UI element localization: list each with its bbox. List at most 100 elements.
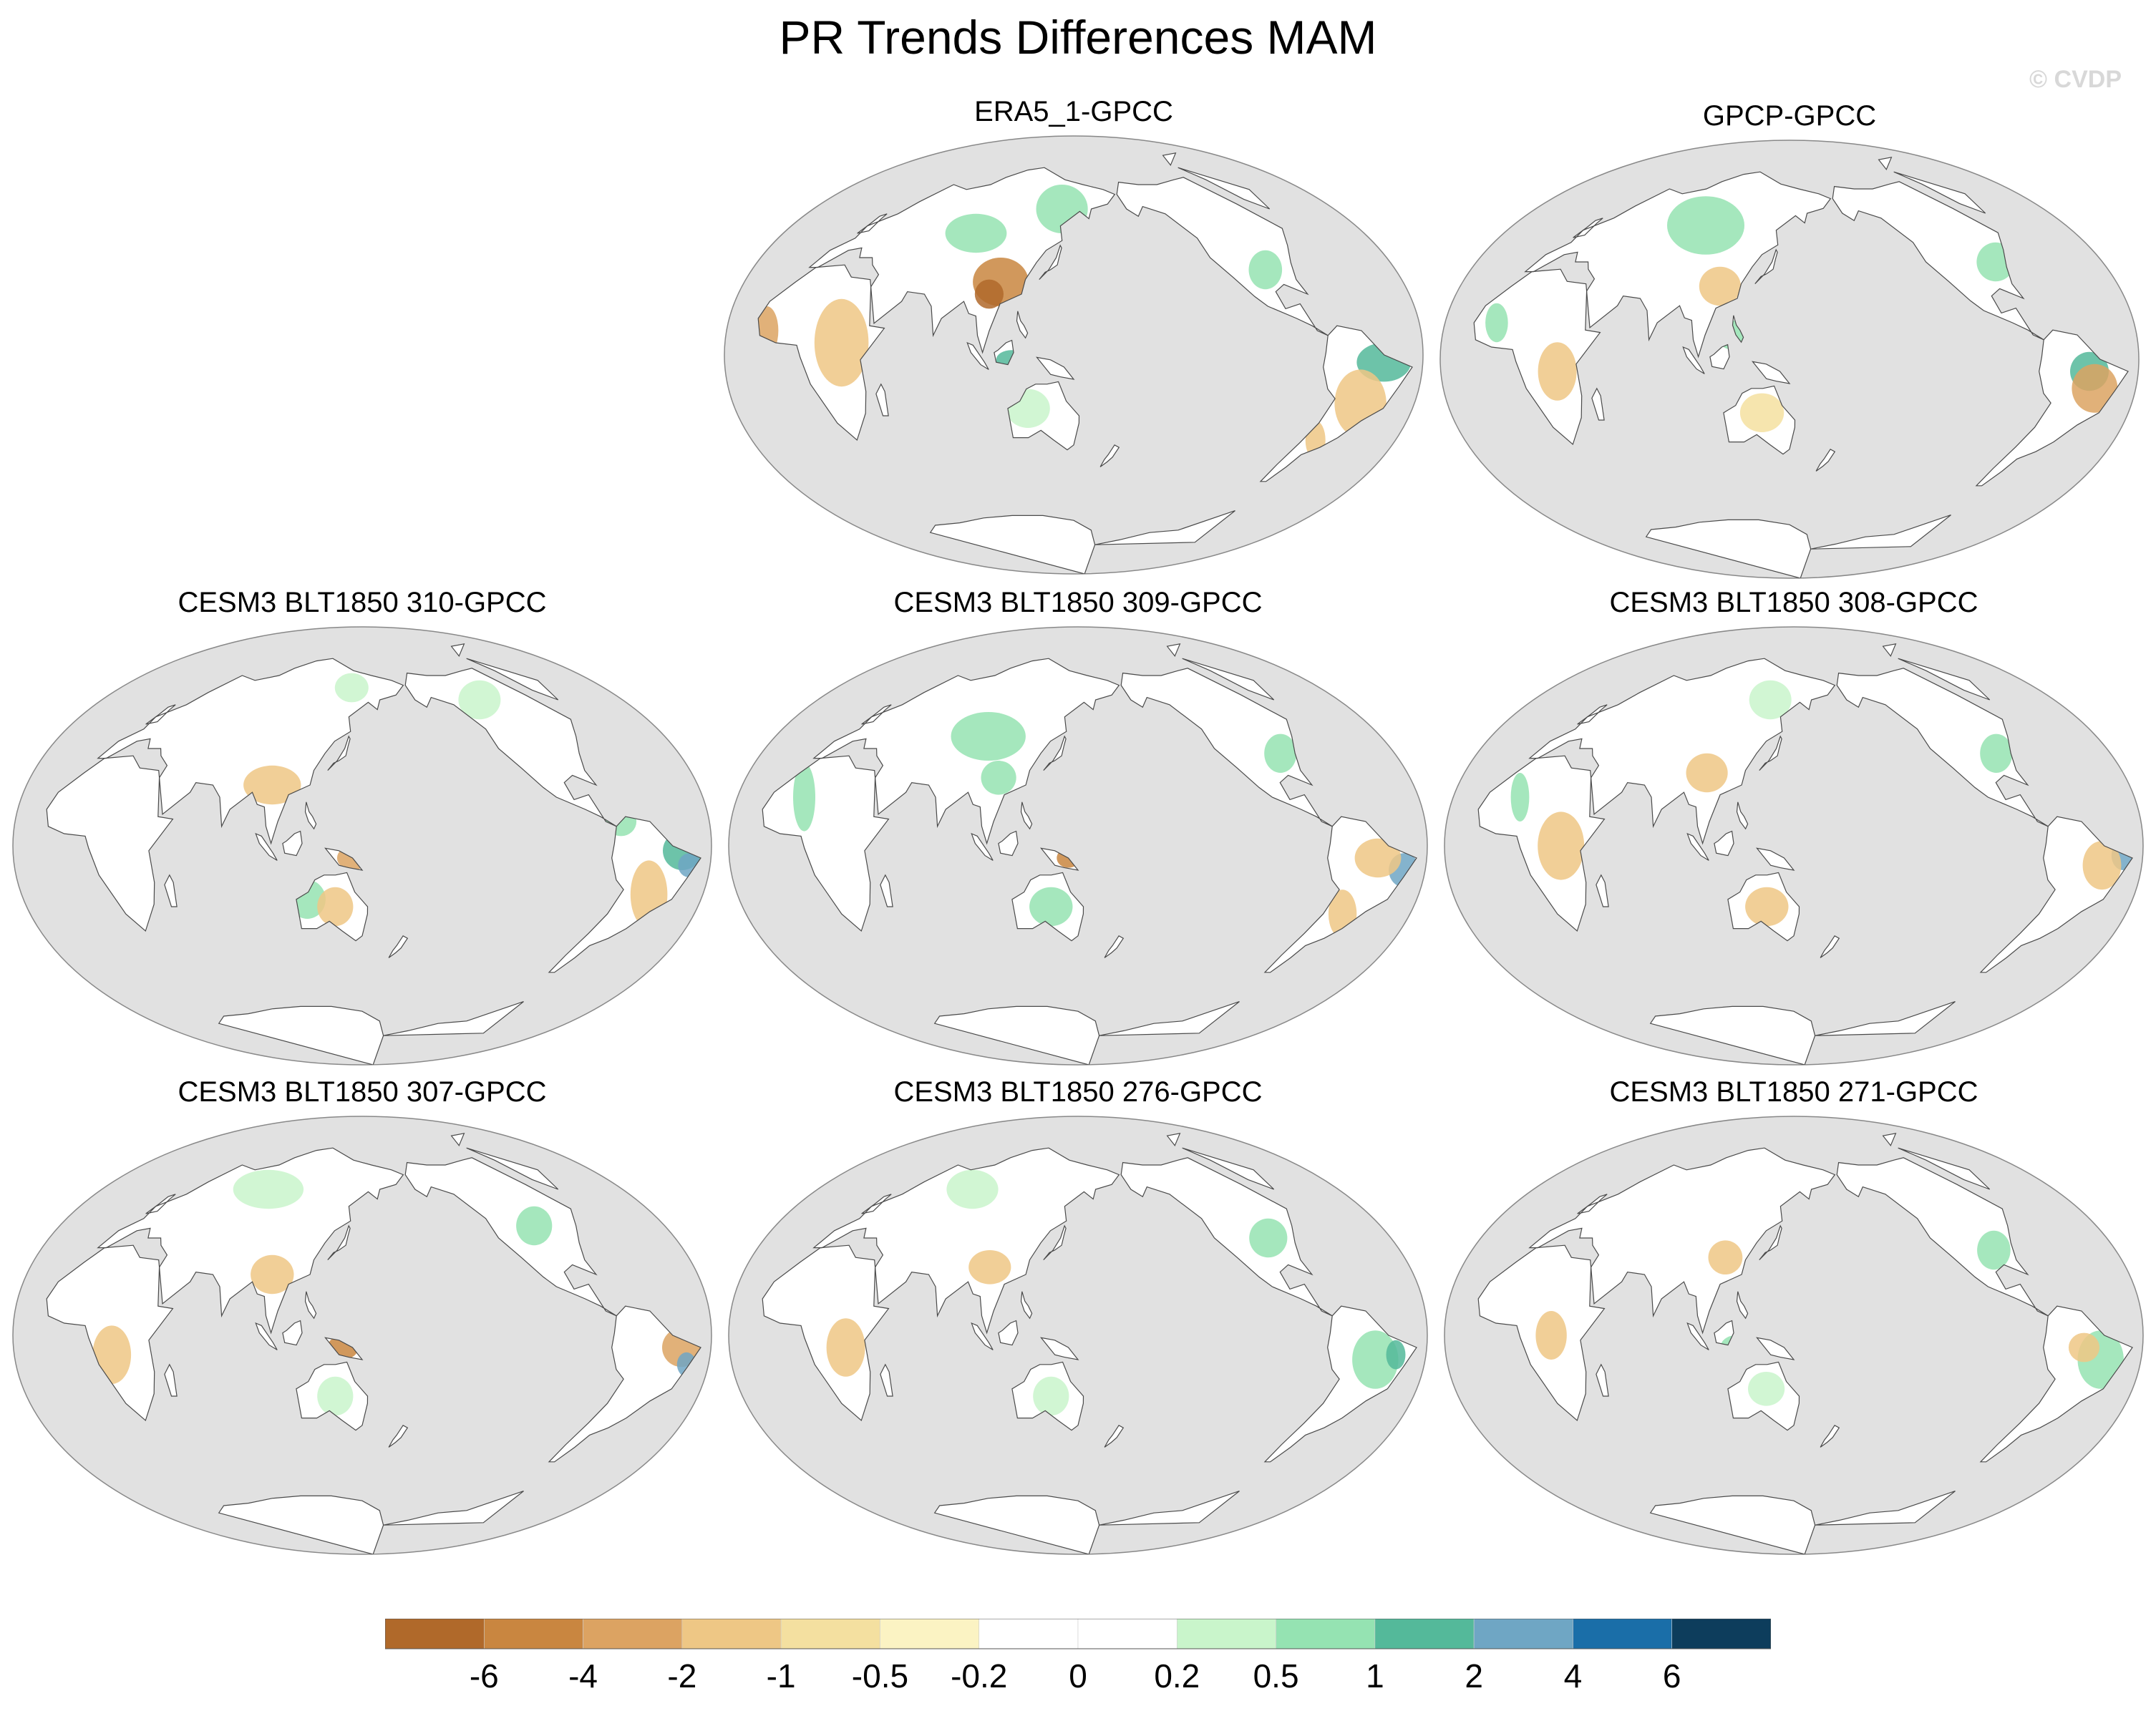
land-madagascar <box>880 874 893 907</box>
coastline-south-america <box>1263 816 1417 973</box>
coastline-japan <box>1043 735 1067 771</box>
coastline-sumatra <box>1686 832 1709 861</box>
coastline-japan <box>327 735 351 771</box>
anomaly-patch <box>2068 1332 2100 1363</box>
land-sumatra <box>1683 347 1705 374</box>
colorbar-box <box>1573 1619 1673 1649</box>
colorbar-tick-label: -1 <box>767 1657 796 1695</box>
globe-map <box>12 1116 712 1555</box>
colorbar-box <box>1671 1619 1771 1649</box>
land-madagascar <box>1596 1364 1609 1396</box>
colorbar-box <box>1176 1619 1276 1649</box>
coastline-sumatra <box>255 1322 278 1350</box>
coastline-antarctica <box>218 1491 524 1554</box>
coastline-borneo <box>998 1320 1019 1346</box>
colorbar-box <box>1077 1619 1177 1649</box>
coastline-madagascar <box>1591 387 1605 421</box>
land-sumatra <box>1687 834 1709 861</box>
coastline-borneo <box>1709 343 1730 370</box>
coastline-south-america <box>1979 1305 2133 1463</box>
coastline-new-guinea <box>1756 847 1795 871</box>
coastline-antarctica <box>933 1491 1240 1554</box>
land-greenland <box>451 643 558 700</box>
anomaly-patch <box>334 673 369 703</box>
anomaly-patch <box>516 1206 553 1246</box>
land-antarctica <box>934 1491 1240 1554</box>
colorbar-box <box>780 1619 880 1649</box>
land-madagascar <box>1591 388 1605 420</box>
land-madagascar <box>875 384 889 416</box>
colorbar-tick-label: 0.2 <box>1154 1657 1200 1695</box>
coastline-south-america <box>1263 1305 1417 1463</box>
land-greenland <box>1167 1133 1274 1189</box>
anomaly-layer <box>1510 680 2132 927</box>
land-borneo <box>282 831 302 856</box>
coastline-sumatra <box>255 832 278 861</box>
coastline-north-america <box>1116 177 1329 336</box>
anomaly-patch <box>1248 250 1283 290</box>
coastline-greenland <box>450 643 559 701</box>
anomaly-patch <box>1667 196 1744 255</box>
coastline-greenland <box>1166 1133 1275 1190</box>
coastline-north-america <box>1120 668 1333 827</box>
panel-title: CESM3 BLT1850 276-GPCC <box>893 1076 1263 1108</box>
land-antarctica <box>930 510 1235 574</box>
panel-title: CESM3 BLT1850 309-GPCC <box>893 587 1263 618</box>
land-new-guinea <box>1041 1337 1078 1360</box>
coastline-south-america <box>1975 329 2129 487</box>
colorbar-tick-label: 0.5 <box>1253 1657 1299 1695</box>
figure-title: PR Trends Differences MAM <box>779 11 1377 64</box>
coastline-sumatra <box>971 832 994 861</box>
coastline-greenland <box>1882 1133 1991 1190</box>
coastline-uk <box>145 1194 176 1214</box>
coastline-antarctica <box>1649 1491 1956 1554</box>
panel-title: GPCP-GPCC <box>1702 100 1877 132</box>
coastline-borneo <box>994 339 1014 366</box>
coastline-borneo <box>1714 830 1734 857</box>
coastline-new-guinea <box>324 847 364 871</box>
coastline-australia <box>1011 872 1084 942</box>
map-panel-309: CESM3 BLT1850 309-GPCC <box>727 587 1429 1073</box>
coastline-africa <box>762 755 890 932</box>
coastline-new-zealand <box>1099 444 1120 467</box>
land-africa <box>47 756 173 931</box>
globe-map <box>728 626 1428 1066</box>
coastline-greenland <box>1166 643 1275 701</box>
coastline-uk <box>861 704 892 725</box>
anomaly-patch <box>1033 1376 1069 1416</box>
map-panel-308: CESM3 BLT1850 308-GPCC <box>1443 587 2145 1073</box>
coastline-japan <box>1759 735 1782 771</box>
land-sumatra <box>971 1323 994 1350</box>
anomaly-patch <box>243 765 301 805</box>
coastline-antarctica <box>1645 515 1951 578</box>
coastline-africa <box>1473 268 1601 446</box>
coastline-borneo <box>282 1320 303 1346</box>
land-sumatra <box>256 834 278 861</box>
coastline-borneo <box>998 830 1019 857</box>
coastline-new-zealand <box>1820 935 1840 958</box>
land-asia-europe <box>1529 1148 1835 1333</box>
colorbar-tick-label: 1 <box>1366 1657 1384 1695</box>
coastline-sumatra <box>966 341 989 370</box>
globe-map <box>12 626 712 1066</box>
colorbar-frame <box>385 1619 1771 1649</box>
land-borneo <box>1709 344 1729 369</box>
coastline-philippines <box>304 801 317 830</box>
coastline-sumatra <box>1686 1322 1709 1350</box>
coastline-philippines <box>1020 1291 1033 1320</box>
land-antarctica <box>1650 1001 1956 1065</box>
colorbar-box <box>979 1619 1079 1649</box>
anomaly-patch <box>317 1376 354 1416</box>
coastline-africa <box>762 1244 890 1422</box>
land-greenland <box>451 1133 558 1189</box>
land-antarctica <box>218 1001 524 1065</box>
anomaly-patch <box>1386 1340 1406 1370</box>
coastline-sumatra <box>971 1322 994 1350</box>
coastline-south-america <box>548 816 701 973</box>
anomaly-layer <box>826 1169 1406 1416</box>
land-new-guinea <box>1757 848 1794 870</box>
anomaly-patch <box>1354 838 1402 878</box>
colorbar-tick-label: 6 <box>1663 1657 1681 1695</box>
coastline-new-zealand <box>388 1425 409 1448</box>
colorbar-tick-label: -4 <box>568 1657 598 1695</box>
